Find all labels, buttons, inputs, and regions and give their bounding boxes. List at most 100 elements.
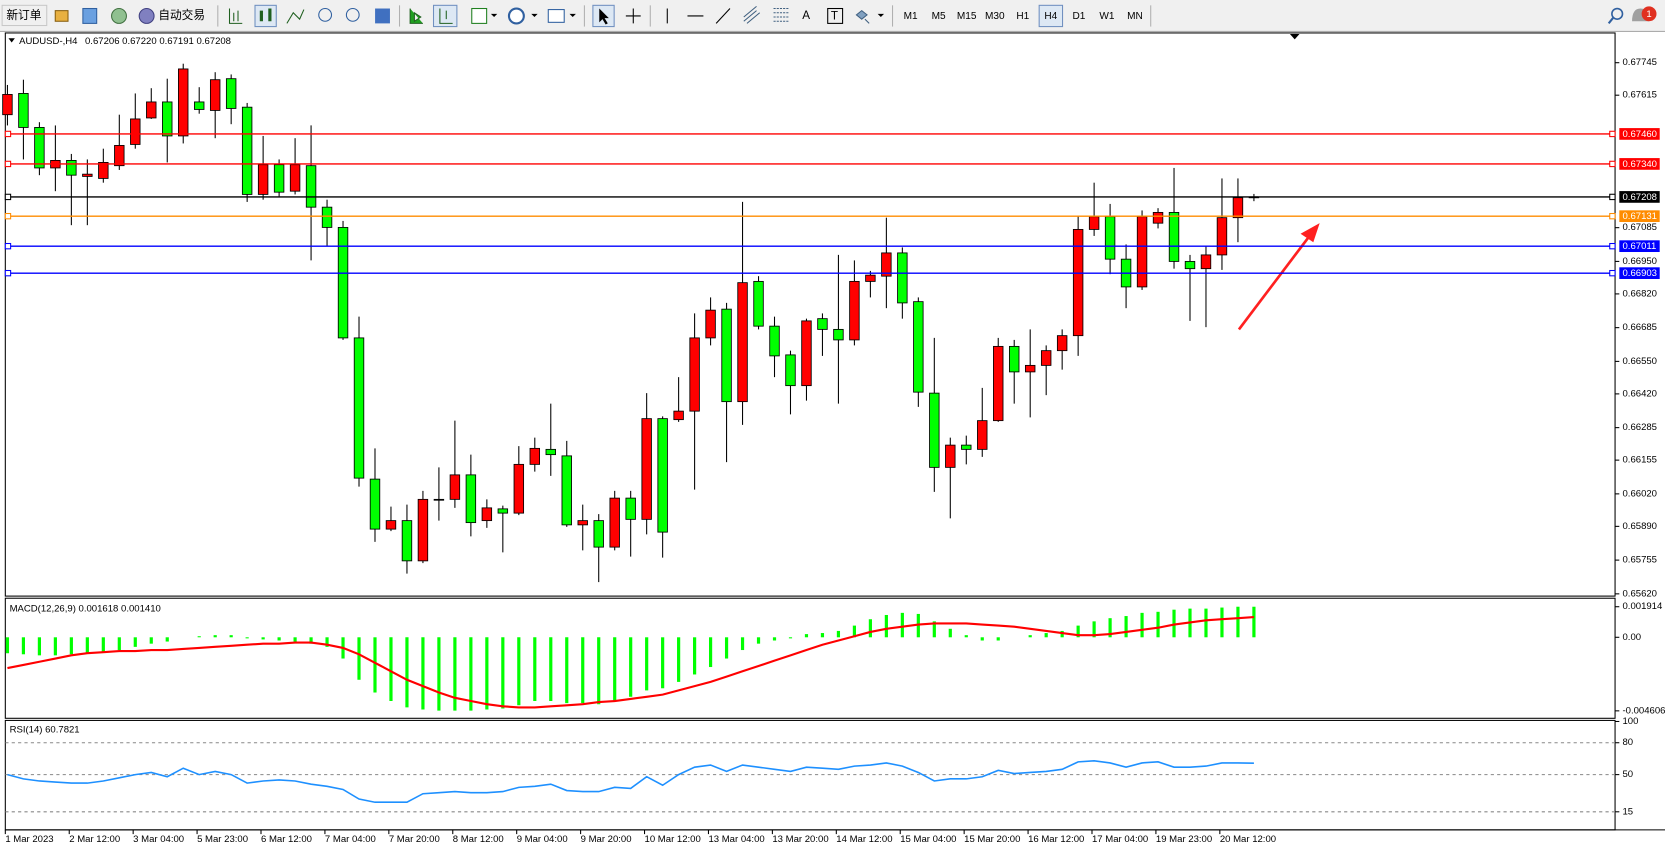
new-order-label[interactable]: 新订单	[6, 8, 41, 22]
x-tick-label: 15 Mar 20:00	[964, 834, 1020, 845]
chart-shift-icon[interactable]	[439, 8, 453, 24]
arrow-head	[1300, 223, 1320, 243]
timeframe-button[interactable]: M1	[904, 11, 918, 22]
candle-body	[545, 448, 556, 456]
timeframe-button[interactable]: M30	[985, 11, 1005, 22]
candle-chart-button[interactable]	[254, 4, 277, 28]
active-timeframe[interactable]	[1038, 4, 1064, 28]
timeframe-button[interactable]: M15	[957, 11, 977, 22]
timeframe-button[interactable]: H1	[1016, 11, 1029, 22]
candle-body	[625, 497, 636, 520]
candle-body	[1168, 211, 1180, 262]
line-anchor	[4, 193, 12, 201]
y-tick-label: 0.66020	[1622, 488, 1657, 499]
rsi-title: RSI(14) 60.7821	[10, 725, 80, 736]
zoom-in-icon[interactable]	[318, 7, 333, 22]
candle-body	[337, 226, 349, 339]
line-anchor	[4, 130, 12, 138]
y-tick-label: 0.67615	[1622, 90, 1657, 101]
line-chart-icon[interactable]	[286, 9, 305, 24]
periods-icon[interactable]	[507, 7, 525, 25]
auto-trading-icon[interactable]	[138, 7, 155, 24]
search-icon[interactable]	[1611, 7, 1624, 20]
candle-body	[753, 280, 764, 327]
dropdown[interactable]	[490, 13, 498, 18]
y-tick-label: 15	[1622, 806, 1633, 817]
x-tick-label: 2 Mar 12:00	[69, 834, 120, 845]
label-tool-box[interactable]	[827, 7, 844, 24]
icon[interactable]	[54, 10, 69, 22]
signal-line	[7, 616, 1254, 709]
candle-icon[interactable]	[259, 8, 272, 22]
candle-body	[162, 101, 173, 137]
trendline-icon[interactable]	[715, 8, 731, 24]
crosshair-icon[interactable]	[625, 8, 641, 24]
text-tool[interactable]: A	[802, 9, 810, 22]
cursor-icon[interactable]	[599, 8, 609, 25]
notification-badge[interactable]	[1641, 6, 1657, 22]
dropdown[interactable]	[877, 13, 885, 18]
channel-icon[interactable]	[743, 5, 761, 24]
auto-scroll-icon[interactable]	[409, 8, 423, 24]
x-tick-label: 3 Mar 04:00	[133, 834, 184, 845]
price-label: 0.67131	[1622, 211, 1657, 222]
price-label: 0.67340	[1622, 159, 1657, 170]
auto-trading-label[interactable]: 自动交易	[158, 8, 205, 22]
candle-body	[945, 444, 956, 468]
price-label-box	[1619, 240, 1660, 253]
icon[interactable]	[111, 7, 127, 24]
arrows-icon[interactable]	[855, 9, 870, 24]
bar-chart-icon[interactable]	[228, 8, 243, 24]
dropdown[interactable]	[531, 13, 538, 18]
candle-body	[401, 520, 413, 562]
x-tick-label: 20 Mar 12:00	[1220, 834, 1276, 845]
x-tick-label: 7 Mar 20:00	[389, 834, 440, 845]
candle-body	[273, 164, 285, 193]
candle-body	[114, 145, 125, 167]
tile-icon[interactable]	[375, 8, 390, 24]
macd-panel	[4, 597, 1616, 719]
candle-body	[913, 301, 924, 393]
candle-body	[1136, 216, 1148, 288]
candle-body	[785, 354, 796, 387]
timeframe-button[interactable]: M5	[932, 11, 946, 22]
x-tick-label: 17 Mar 04:00	[1092, 834, 1148, 845]
fibo-icon[interactable]	[773, 7, 789, 22]
symbol-label: AUDUSD-,H4	[19, 36, 78, 47]
annotation-arrow	[1237, 223, 1320, 331]
candle-body	[449, 474, 461, 500]
templates-icon[interactable]	[547, 9, 565, 23]
zoom-out-icon[interactable]	[345, 7, 360, 22]
indicators-icon[interactable]	[471, 7, 488, 24]
label-tool[interactable]: T	[831, 10, 838, 23]
candle-body	[881, 252, 892, 277]
candle-body	[305, 165, 317, 208]
x-tick-label: 13 Mar 04:00	[708, 834, 764, 845]
x-tick-label: 7 Mar 04:00	[325, 834, 376, 845]
candle-body	[817, 318, 828, 330]
price-label-box	[1619, 158, 1660, 170]
candle-body	[98, 162, 109, 179]
price-label-box	[1619, 267, 1660, 280]
timeframe-button[interactable]: MN	[1127, 11, 1143, 22]
y-tick-label: 0.66420	[1622, 388, 1657, 399]
timeframe-button[interactable]: W1	[1099, 11, 1115, 22]
search-icon-handle[interactable]	[1607, 17, 1614, 25]
price-panel	[4, 32, 1616, 597]
icon[interactable]	[82, 7, 98, 24]
y-tick-label: 0.66950	[1622, 256, 1657, 267]
y-tick-label: 0.67745	[1622, 57, 1657, 68]
candle-body	[865, 274, 876, 282]
dropdown[interactable]	[569, 13, 576, 18]
candle-body	[705, 309, 716, 339]
candle-body	[34, 127, 45, 169]
notification-count[interactable]: 1	[1646, 9, 1651, 20]
toolbar-buttons: 新订单 自动交易 A T	[1, 4, 1657, 28]
timeframe-button[interactable]: H4	[1044, 11, 1057, 22]
new-order-button[interactable]	[1, 4, 48, 27]
timeframe-button[interactable]: D1	[1072, 11, 1085, 22]
y-tick-label: 0.67085	[1622, 222, 1657, 233]
y-tick-label: 0.65620	[1622, 588, 1657, 599]
